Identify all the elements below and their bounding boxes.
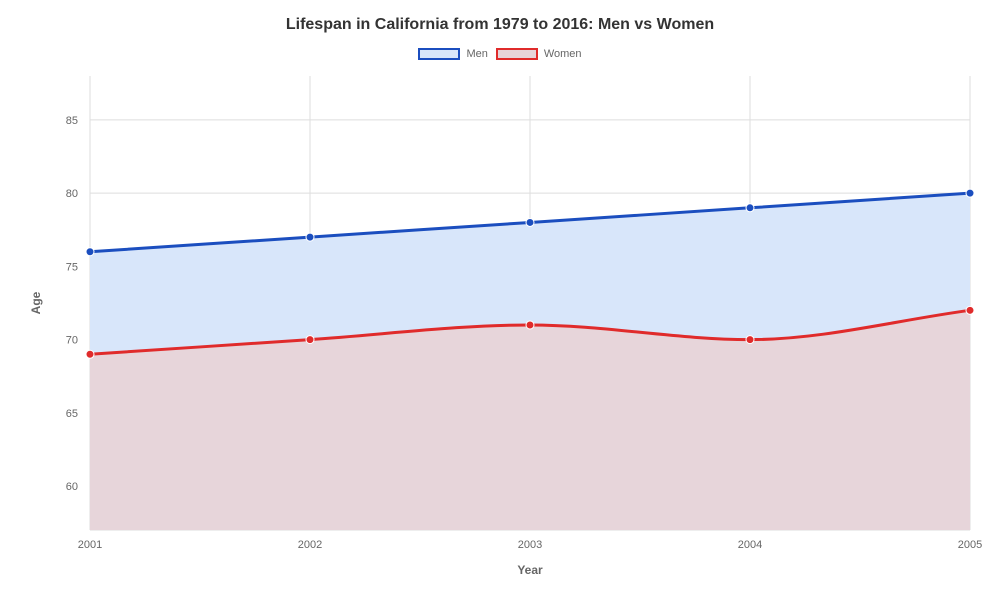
legend-swatch-women [496, 48, 538, 60]
legend-label-men: Men [466, 48, 487, 60]
y-tick-label: 85 [66, 115, 78, 127]
chart-title: Lifespan in California from 1979 to 2016… [0, 16, 1000, 34]
legend-item-men: Men [418, 48, 487, 60]
x-tick-label: 2002 [298, 539, 322, 551]
series-marker-women [966, 306, 974, 314]
x-tick-label: 2003 [518, 539, 542, 551]
x-tick-label: 2001 [78, 539, 102, 551]
series-marker-men [746, 204, 754, 212]
legend-item-women: Women [496, 48, 582, 60]
series-marker-women [306, 336, 314, 344]
y-tick-label: 65 [66, 408, 78, 420]
chart-svg: 2001 2002 2003 2004 2005 60 65 70 75 80 85 Year Age [0, 0, 1000, 600]
chart-legend: Men Women [0, 48, 1000, 60]
chart-container: Lifespan in California from 1979 to 2016… [0, 0, 1000, 600]
legend-label-women: Women [544, 48, 582, 60]
legend-swatch-men [418, 48, 460, 60]
series-marker-men [86, 248, 94, 256]
y-tick-label: 75 [66, 261, 78, 273]
series-marker-men [966, 189, 974, 197]
series-marker-men [526, 218, 534, 226]
x-tick-label: 2004 [738, 539, 762, 551]
y-tick-label: 60 [66, 481, 78, 493]
y-tick-label: 80 [66, 188, 78, 200]
y-tick-label: 70 [66, 335, 78, 347]
y-axis-title: Age [29, 291, 43, 314]
series-marker-women [526, 321, 534, 329]
x-tick-label: 2005 [958, 539, 982, 551]
x-axis-title: Year [517, 563, 543, 577]
series-marker-men [306, 233, 314, 241]
series-marker-women [86, 350, 94, 358]
series-marker-women [746, 336, 754, 344]
